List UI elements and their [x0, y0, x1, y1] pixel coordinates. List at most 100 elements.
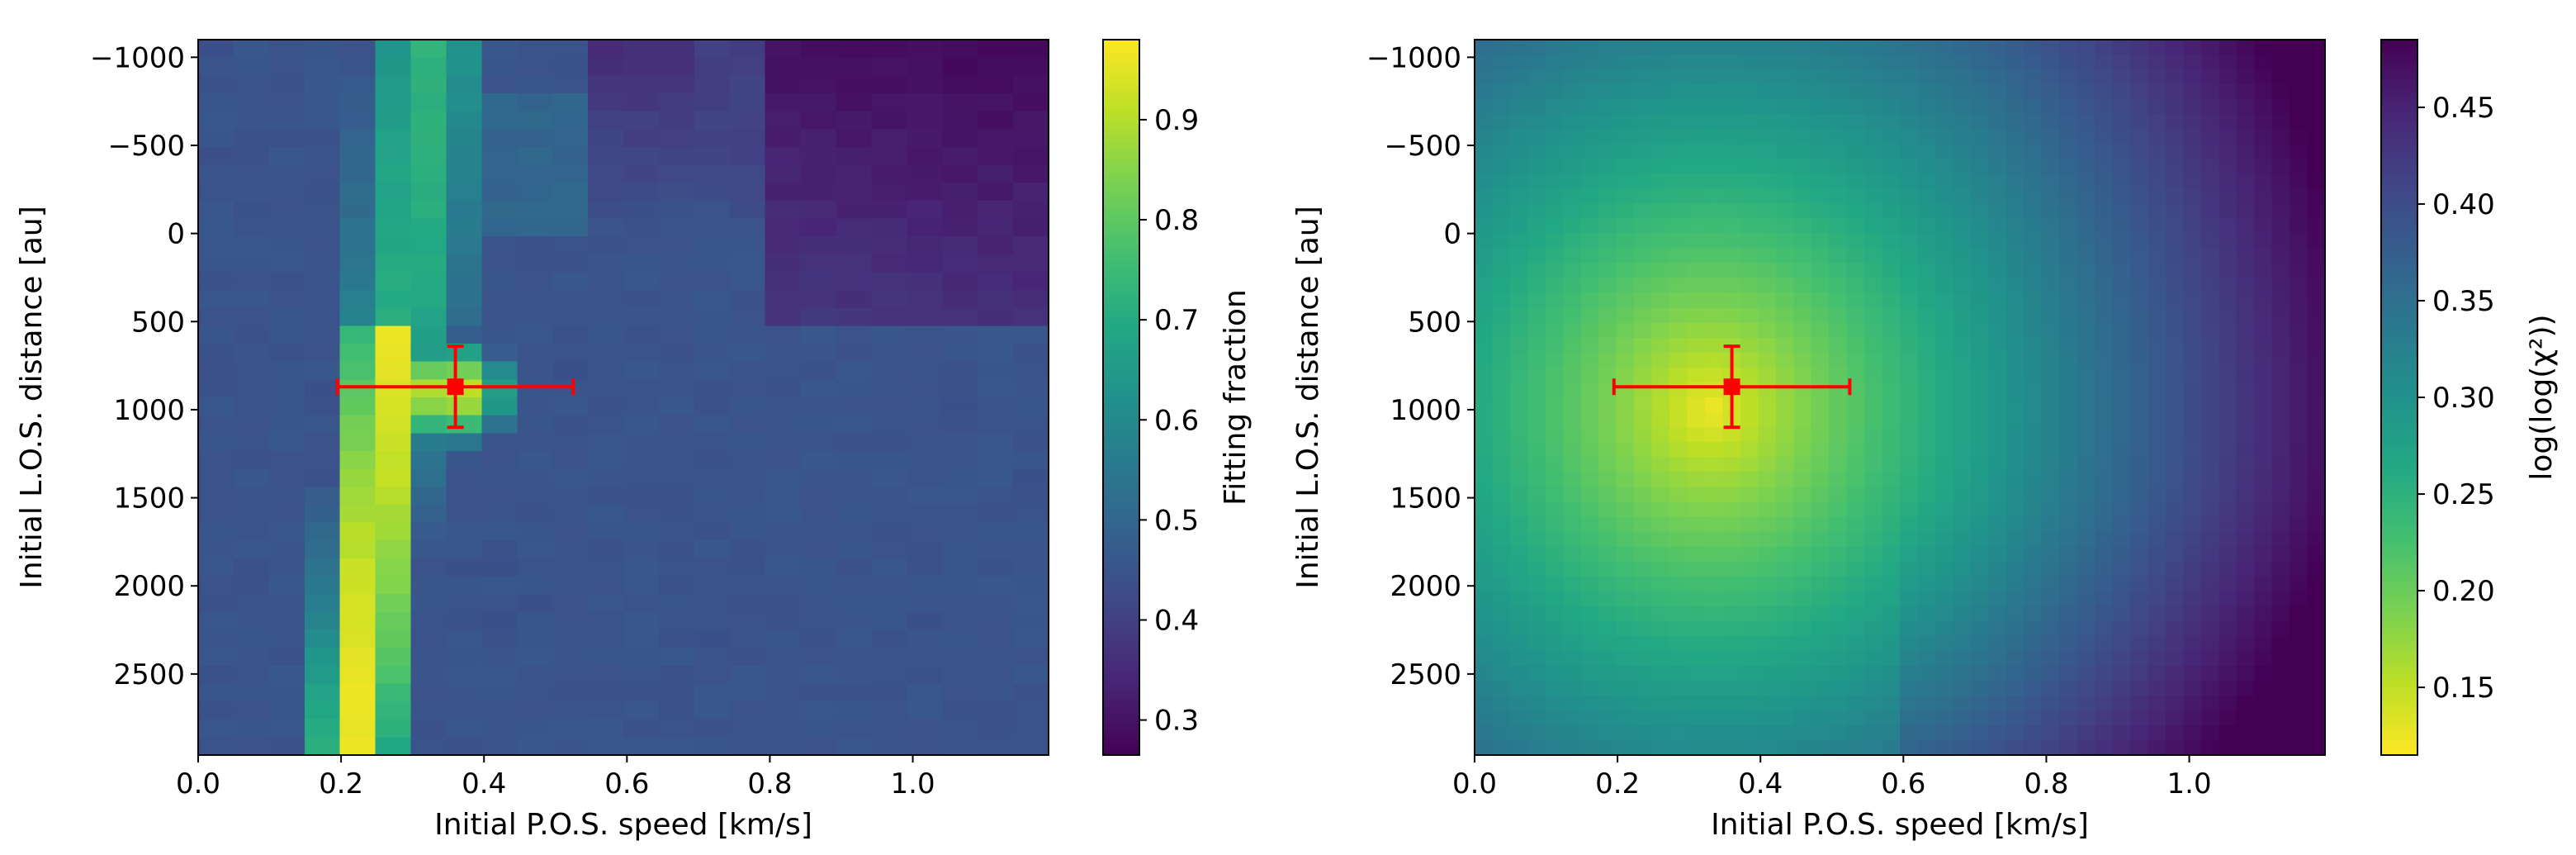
- heatmap-cell: [2147, 501, 2166, 517]
- heatmap-cell: [1953, 188, 1971, 204]
- heatmap-cell: [411, 183, 447, 201]
- heatmap-cell: [1581, 696, 1599, 711]
- heatmap-cell: [907, 416, 943, 434]
- heatmap-cell: [2095, 666, 2113, 682]
- heatmap-cell: [2290, 55, 2308, 70]
- heatmap-cell: [1811, 740, 1830, 756]
- heatmap-cell: [1598, 188, 1617, 204]
- heatmap-cell: [1013, 290, 1049, 308]
- heatmap-cell: [1776, 561, 1794, 577]
- heatmap-cell: [2006, 740, 2024, 756]
- heatmap-cell: [1617, 577, 1635, 592]
- heatmap-cell: [2077, 129, 2095, 145]
- heatmap-cell: [1847, 577, 1865, 592]
- heatmap-cell: [1882, 651, 1901, 667]
- heatmap-cell: [1688, 681, 1706, 696]
- heatmap-cell: [198, 290, 234, 308]
- heatmap-cell: [340, 112, 376, 130]
- heatmap-cell: [1847, 457, 1865, 473]
- heatmap-cell: [978, 40, 1014, 58]
- heatmap-cell: [2147, 725, 2166, 741]
- heatmap-cell: [446, 254, 482, 273]
- heatmap-cell: [1581, 710, 1599, 726]
- heatmap-cell: [1811, 69, 1830, 85]
- heatmap-cell: [801, 487, 837, 505]
- heatmap-cell: [446, 701, 482, 720]
- heatmap-cell: [552, 165, 589, 183]
- heatmap-cell: [801, 183, 837, 201]
- colorbar-tick-label: 0.6: [1154, 404, 1199, 437]
- heatmap-cell: [1758, 159, 1776, 174]
- heatmap-cell: [659, 666, 695, 684]
- heatmap-cell: [1722, 472, 1740, 487]
- heatmap-cell: [2201, 546, 2219, 562]
- heatmap-cell: [978, 594, 1014, 612]
- heatmap-cell: [765, 666, 802, 684]
- heatmap-cell: [517, 487, 553, 505]
- heatmap-cell: [1722, 308, 1740, 324]
- heatmap-cell: [2059, 338, 2077, 354]
- heatmap-cell: [1634, 725, 1652, 741]
- heatmap-cell: [1829, 203, 1847, 219]
- heatmap-cell: [2024, 84, 2042, 100]
- heatmap-cell: [1740, 234, 1759, 249]
- heatmap-cell: [1776, 234, 1794, 249]
- heatmap-cell: [1882, 144, 1901, 159]
- heatmap-cell: [2166, 173, 2184, 189]
- heatmap-cell: [411, 308, 447, 326]
- heatmap-cell: [2254, 516, 2272, 532]
- heatmap-cell: [1740, 308, 1759, 324]
- heatmap-cell: [1492, 55, 1510, 70]
- heatmap-cell: [2237, 427, 2255, 443]
- heatmap-cell: [411, 648, 447, 666]
- heatmap-cell: [659, 523, 695, 541]
- heatmap-cell: [2183, 636, 2201, 652]
- heatmap-cell: [1722, 234, 1740, 249]
- heatmap-cell: [1617, 264, 1635, 279]
- heatmap-cell: [1864, 501, 1882, 517]
- heatmap-cell: [2130, 487, 2148, 502]
- heatmap-cell: [1013, 451, 1049, 469]
- heatmap-cell: [1882, 636, 1901, 652]
- heatmap-cell: [1740, 501, 1759, 517]
- heatmap-cell: [836, 594, 873, 612]
- heatmap-cell: [765, 612, 802, 630]
- heatmap-cell: [2272, 412, 2290, 428]
- heatmap-cell: [978, 451, 1014, 469]
- heatmap-cell: [305, 577, 341, 595]
- heatmap-cell: [1617, 69, 1635, 85]
- heatmap-cell: [1510, 338, 1528, 354]
- heatmap-cell: [1988, 188, 2006, 204]
- heatmap-cell: [2272, 173, 2290, 189]
- heatmap-cell: [1847, 249, 1865, 264]
- heatmap-cell: [1758, 710, 1776, 726]
- heatmap-cell: [2024, 293, 2042, 309]
- heatmap-cell: [1988, 531, 2006, 547]
- heatmap-cell: [2201, 412, 2219, 428]
- heatmap-cell: [1563, 531, 1581, 547]
- heatmap-cell: [1581, 531, 1599, 547]
- heatmap-cell: [2113, 412, 2131, 428]
- heatmap-cell: [730, 594, 766, 612]
- heatmap-cell: [836, 112, 873, 130]
- heatmap-cell: [1793, 114, 1811, 130]
- heatmap-cell: [1988, 457, 2006, 473]
- heatmap-cell: [2077, 99, 2095, 115]
- heatmap-cell: [1510, 740, 1528, 756]
- heatmap-cell: [2290, 323, 2308, 339]
- heatmap-cell: [2042, 55, 2060, 70]
- heatmap-cell: [2218, 696, 2237, 711]
- heatmap-cell: [1740, 338, 1759, 354]
- heatmap-cell: [2308, 412, 2326, 428]
- heatmap-cell: [2024, 561, 2042, 577]
- heatmap-cell: [1935, 487, 1953, 502]
- heatmap-cell: [836, 523, 873, 541]
- heatmap-cell: [1917, 636, 1935, 652]
- heatmap-cell: [1722, 561, 1740, 577]
- heatmap-cell: [623, 505, 660, 523]
- heatmap-cell: [1652, 323, 1670, 339]
- heatmap-cell: [2183, 203, 2201, 219]
- heatmap-cell: [694, 183, 731, 201]
- heatmap-cell: [340, 523, 376, 541]
- heatmap-cell: [907, 290, 943, 308]
